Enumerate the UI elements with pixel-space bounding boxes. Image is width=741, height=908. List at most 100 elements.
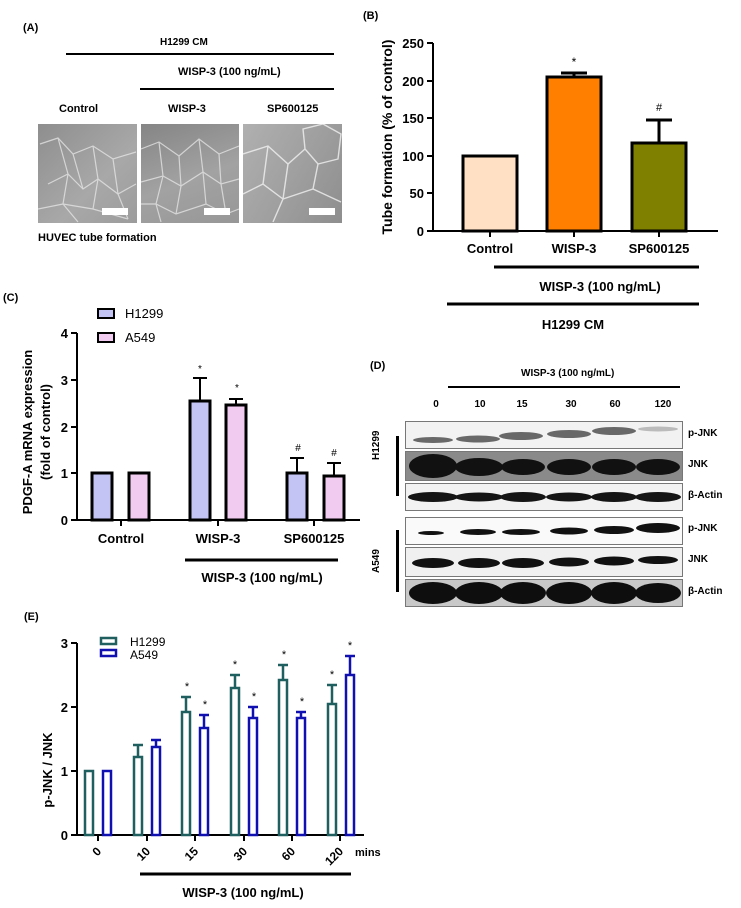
- svg-text:Control: Control: [467, 241, 513, 256]
- chart-e-treatment-label: WISP-3 (100 ng/mL): [182, 885, 303, 900]
- cell-line-a549: A549: [371, 549, 382, 573]
- svg-text:*: *: [185, 681, 190, 693]
- row-label-jnk: JNK: [688, 554, 709, 565]
- row-label-actin: β-Actin: [688, 586, 723, 597]
- svg-text:#: #: [295, 443, 301, 454]
- timepoint-120: 120: [654, 399, 672, 410]
- blot-h1299-actin: [405, 483, 683, 511]
- legend-swatch-a549: [99, 648, 118, 658]
- chart-b-group-label: H1299 CM: [542, 317, 604, 332]
- svg-text:SP600125: SP600125: [629, 241, 690, 256]
- chart-e-ylabel: p-JNK / JNK: [40, 732, 55, 808]
- sig-hash: #: [656, 102, 663, 114]
- legend-label-h1299: H1299: [130, 635, 166, 649]
- chart-e-bars: [83, 654, 356, 837]
- panel-c-label: (C): [3, 292, 19, 304]
- chart-c-legend: H1299 A549: [97, 306, 163, 345]
- chart-b-bars: [461, 71, 688, 233]
- legend-swatch-a549: [97, 332, 115, 343]
- svg-text:Control: Control: [98, 531, 144, 546]
- scale-bar: [204, 208, 230, 215]
- svg-text:*: *: [233, 659, 238, 671]
- chart-c-annotations: * * # #: [198, 364, 337, 459]
- svg-text:4: 4: [61, 326, 69, 341]
- svg-text:0: 0: [417, 224, 424, 239]
- chart-e-yticks: 3 2 1 0: [61, 636, 68, 843]
- chart-e: p-JNK / JNK 3 2 1 0 H1299 A549: [40, 635, 381, 900]
- blot-a549-jnk: [405, 547, 683, 577]
- svg-text:10: 10: [134, 844, 154, 864]
- chart-e-annotations: * * * * * * * *: [185, 640, 353, 711]
- row-label-jnk: JNK: [688, 459, 709, 470]
- legend-swatch-h1299: [99, 636, 118, 646]
- svg-text:60: 60: [279, 844, 299, 864]
- blot-a549-pjnk: [405, 517, 683, 545]
- legend-label-h1299: H1299: [125, 306, 163, 321]
- legend-label-a549: A549: [125, 330, 155, 345]
- svg-text:WISP-3: WISP-3: [196, 531, 241, 546]
- svg-text:*: *: [348, 640, 353, 652]
- chart-e-unit: mins: [355, 847, 381, 859]
- timepoint-60: 60: [609, 399, 621, 410]
- blot-h1299-pjnk: [405, 421, 683, 449]
- svg-text:1: 1: [61, 466, 68, 481]
- timepoint-10: 10: [474, 399, 486, 410]
- svg-text:*: *: [330, 669, 335, 681]
- svg-text:200: 200: [402, 74, 424, 89]
- svg-text:*: *: [198, 364, 202, 375]
- cell-line-h1299: H1299: [371, 430, 382, 460]
- blot-a549-actin: [405, 579, 683, 607]
- svg-text:0: 0: [61, 513, 68, 528]
- scale-bar: [309, 208, 335, 215]
- chart-b-yticks: 250 200 150 100 50 0: [402, 36, 424, 239]
- svg-text:120: 120: [322, 844, 346, 868]
- chart-c-ylabel-line2: (fold of control): [38, 384, 53, 480]
- svg-text:WISP-3: WISP-3: [552, 241, 597, 256]
- panel-a-col-control: Control: [59, 103, 99, 115]
- timepoint-0: 0: [433, 399, 439, 410]
- chart-c-treatment-label: WISP-3 (100 ng/mL): [201, 570, 322, 585]
- svg-text:0: 0: [89, 844, 104, 859]
- svg-text:*: *: [252, 691, 257, 703]
- micrograph-wisp3: [141, 124, 239, 223]
- chart-b-treatment-label: WISP-3 (100 ng/mL): [539, 279, 660, 294]
- row-label-pjnk: p-JNK: [688, 428, 718, 439]
- panel-d-treatment-label: WISP-3 (100 ng/mL): [521, 368, 615, 379]
- panel-a-col-sp600125: SP600125: [267, 103, 319, 115]
- panel-a-group-line: [66, 53, 334, 55]
- panel-a-group-label: H1299 CM: [160, 37, 208, 48]
- h1299-bracket: [396, 436, 399, 496]
- svg-text:150: 150: [402, 111, 424, 126]
- panel-d-treatment-line: [448, 386, 680, 388]
- svg-text:2: 2: [61, 420, 68, 435]
- svg-text:2: 2: [61, 700, 68, 715]
- panel-d-label: (D): [370, 360, 386, 372]
- blot-h1299-jnk: [405, 451, 683, 481]
- chart-c-yticks: 4 3 2 1 0: [61, 326, 69, 528]
- svg-text:*: *: [300, 696, 305, 708]
- legend-label-a549: A549: [130, 648, 158, 662]
- bar-sp600125: [630, 141, 688, 233]
- svg-text:0: 0: [61, 828, 68, 843]
- row-label-actin: β-Actin: [688, 490, 723, 501]
- chart-b-ylabel: Tube formation (% of control): [379, 40, 395, 235]
- bar-wisp3: [545, 75, 603, 233]
- a549-bracket: [396, 530, 399, 592]
- chart-c: PDGF-A mRNA expression (fold of control)…: [20, 306, 360, 585]
- row-label-pjnk: p-JNK: [688, 523, 718, 534]
- bar-control: [461, 154, 519, 233]
- sig-star: *: [572, 55, 577, 69]
- svg-text:30: 30: [231, 844, 251, 864]
- chart-e-legend: H1299 A549: [99, 635, 166, 662]
- svg-text:100: 100: [402, 149, 424, 164]
- scale-bar: [102, 208, 128, 215]
- chart-b: Tube formation (% of control) 250 200 15…: [379, 36, 718, 332]
- svg-text:15: 15: [182, 844, 202, 864]
- timepoint-30: 30: [565, 399, 577, 410]
- panel-a-treatment-line: [140, 88, 334, 90]
- svg-text:50: 50: [410, 186, 424, 201]
- micrograph-control: [38, 124, 137, 223]
- svg-text:*: *: [203, 699, 208, 711]
- panel-a-treatment-label: WISP-3 (100 ng/mL): [178, 66, 281, 78]
- svg-text:*: *: [282, 649, 287, 661]
